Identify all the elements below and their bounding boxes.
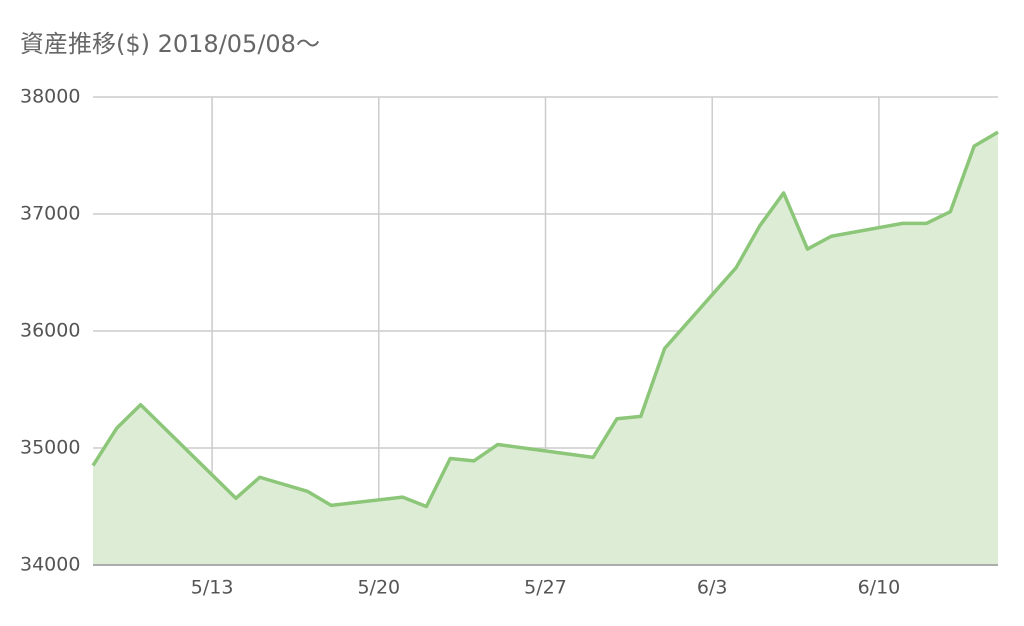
- y-tick-label: 38000: [20, 86, 80, 108]
- y-tick-label: 35000: [20, 437, 80, 459]
- x-tick-label: 5/27: [524, 577, 567, 599]
- y-tick-label: 37000: [20, 203, 80, 225]
- x-tick-label: 5/13: [191, 577, 234, 599]
- area-line: [91, 130, 999, 509]
- x-tick-label: 6/10: [858, 577, 901, 599]
- chart-title: 資産推移($) 2018/05/08〜: [20, 30, 320, 58]
- y-tick-label: 36000: [20, 320, 80, 342]
- x-tick-label: 5/20: [357, 577, 400, 599]
- x-tick-label: 6/3: [697, 577, 728, 599]
- y-tick-label: 34000: [20, 554, 80, 576]
- area-fill: [93, 132, 998, 565]
